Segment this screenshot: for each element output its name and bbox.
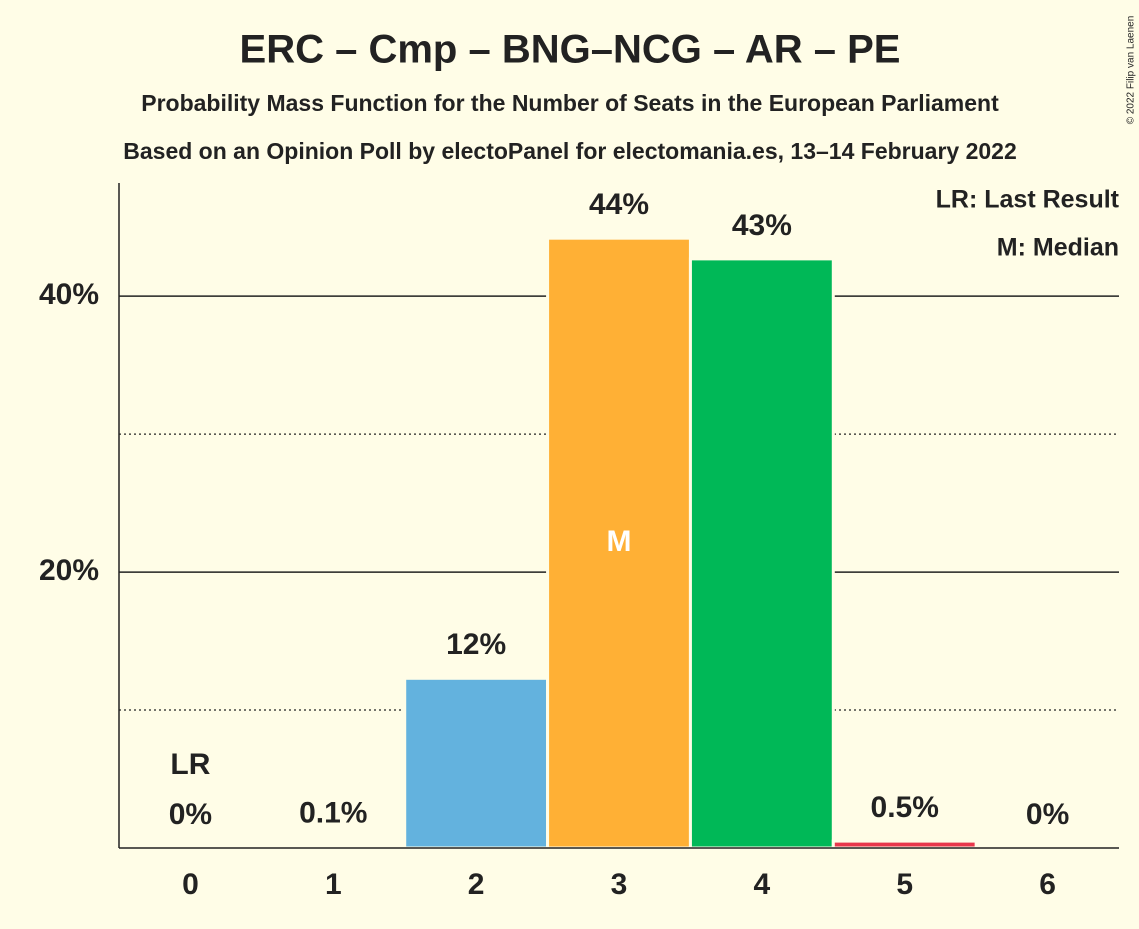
- copyright: © 2022 Filip van Laenen: [1126, 16, 1137, 125]
- data-label: 0.1%: [299, 797, 367, 830]
- y-tick-label: 20%: [39, 554, 99, 587]
- chart-subtitle: Probability Mass Function for the Number…: [141, 90, 999, 116]
- annotation: M: [607, 525, 632, 558]
- x-tick-label: 1: [325, 868, 342, 901]
- y-tick-label: 40%: [39, 278, 99, 311]
- legend-entry: LR: Last Result: [936, 186, 1120, 214]
- x-tick-label: 0: [182, 868, 199, 901]
- bar: [546, 236, 692, 850]
- data-label: 12%: [446, 628, 506, 661]
- chart-title: ERC – Cmp – BNG–NCG – AR – PE: [240, 28, 901, 72]
- data-label: 0%: [1026, 798, 1069, 831]
- x-tick-label: 4: [754, 868, 771, 901]
- legend-entry: M: Median: [997, 234, 1119, 262]
- bar: [403, 676, 550, 850]
- bar: [688, 257, 835, 850]
- chart-subtitle: Based on an Opinion Poll by electoPanel …: [123, 138, 1017, 164]
- data-label: 0%: [169, 798, 212, 831]
- annotation: LR: [170, 748, 210, 781]
- x-tick-label: 6: [1039, 868, 1056, 901]
- data-label: 44%: [589, 188, 649, 221]
- data-label: 0.5%: [871, 791, 939, 824]
- bar: [831, 839, 978, 850]
- x-tick-label: 5: [896, 868, 913, 901]
- x-tick-label: 3: [611, 868, 628, 901]
- x-tick-label: 2: [468, 868, 485, 901]
- data-label: 43%: [732, 209, 792, 242]
